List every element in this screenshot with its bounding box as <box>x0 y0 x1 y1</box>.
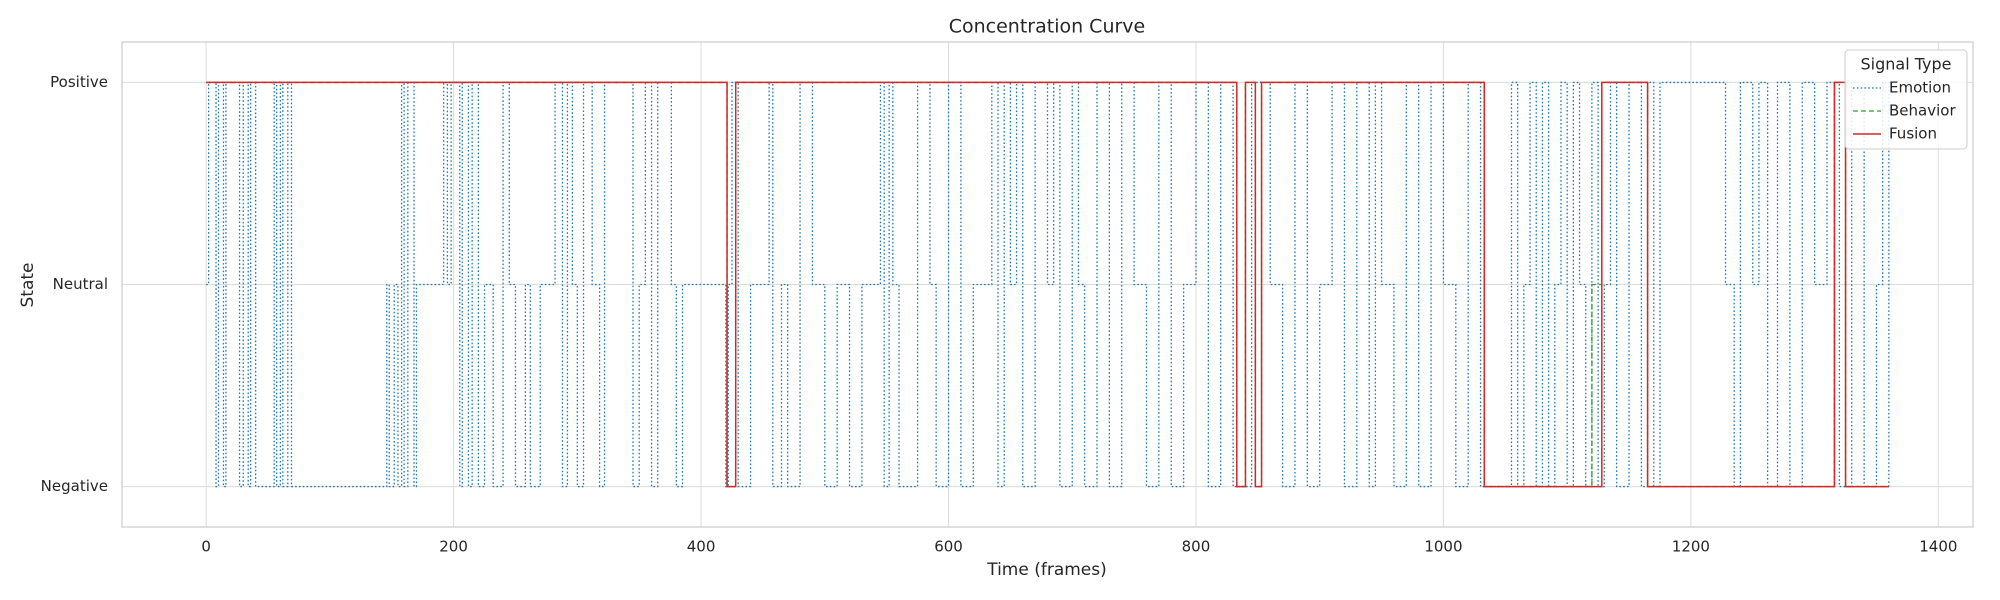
legend: Signal Type Emotion Behavior Fusion <box>1844 49 1968 150</box>
legend-label: Behavior <box>1889 102 1956 120</box>
x-tick-label: 400 <box>687 538 716 556</box>
chart-title: Concentration Curve <box>949 16 1146 38</box>
legend-title: Signal Type <box>1861 55 1952 74</box>
x-tick-label: 600 <box>934 538 963 556</box>
y-tick-label: Neutral <box>53 275 108 293</box>
legend-label: Fusion <box>1889 125 1937 143</box>
legend-box <box>1844 49 1968 150</box>
series-line <box>206 81 1889 488</box>
x-axis-label: Time (frames) <box>986 560 1107 580</box>
x-tick-label: 800 <box>1182 538 1211 556</box>
y-tick-label: Positive <box>50 73 108 91</box>
x-tick-label: 1400 <box>1919 538 1957 556</box>
x-tick-label: 0 <box>201 538 211 556</box>
x-tick-label: 1000 <box>1424 538 1462 556</box>
legend-label: Emotion <box>1889 79 1951 97</box>
x-tick-label: 200 <box>439 538 468 556</box>
plot-frame <box>121 41 1974 528</box>
series-line <box>206 81 1890 488</box>
x-tick-label: 1200 <box>1672 538 1710 556</box>
y-tick-label: Negative <box>41 477 108 495</box>
y-axis-label: State <box>18 263 38 308</box>
